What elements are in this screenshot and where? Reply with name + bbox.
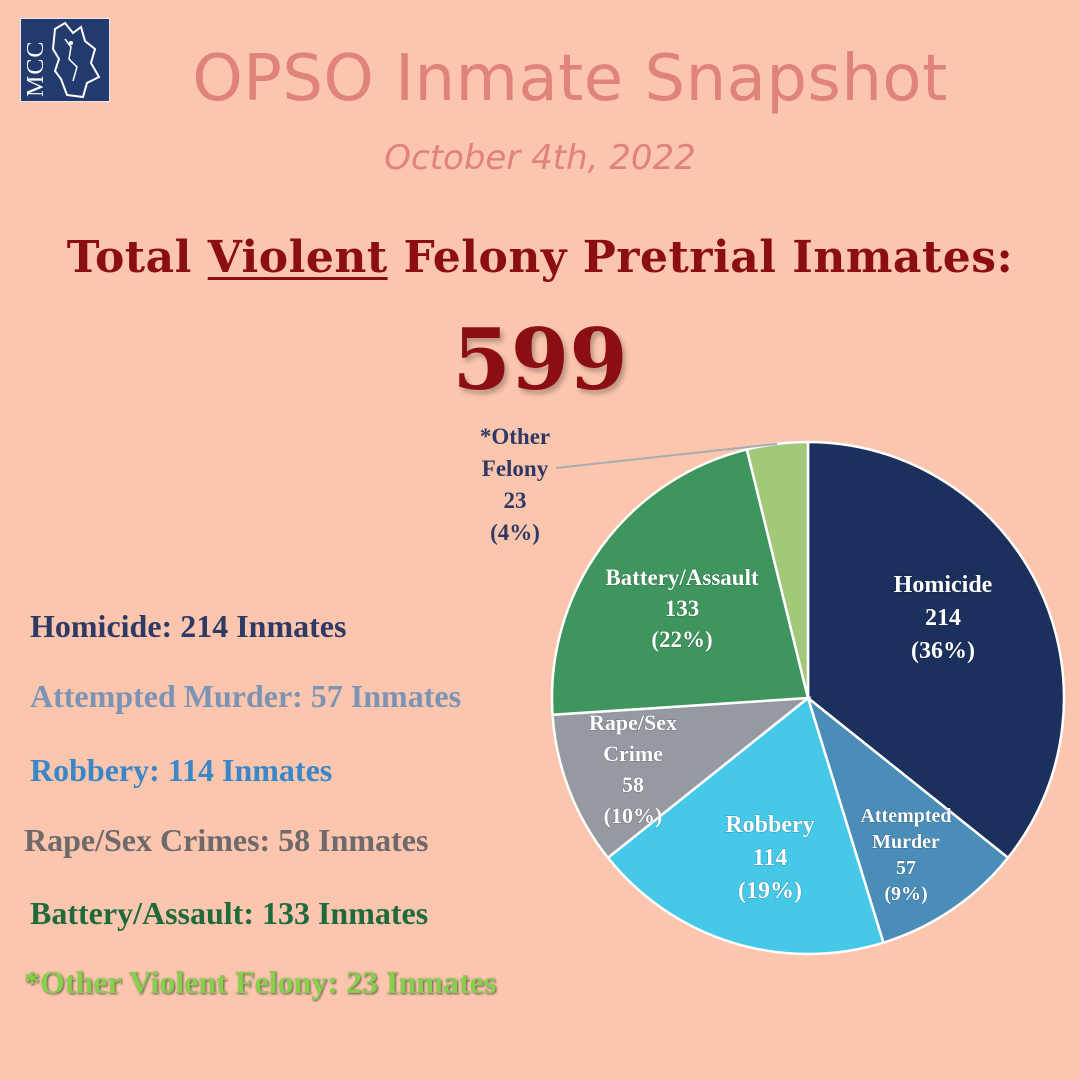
slice-label-other: *Other Felony 23 (4%) [480, 424, 550, 545]
pie-slice-attempted [805, 694, 1010, 945]
snapshot-date: October 4th, 2022 [384, 138, 696, 178]
total-count: 599 [452, 310, 628, 409]
total-heading: Total Violent Felony Pretrial Inmates: [0, 232, 1080, 283]
page-title: OPSO Inmate Snapshot [192, 42, 948, 116]
heading-suffix: Felony Pretrial Inmates: [387, 232, 1014, 283]
mcc-logo: MCC [20, 18, 110, 102]
slice-label-robbery: Robbery 114 (19%) [725, 812, 814, 904]
slice-label-homicide: Homicide 214 (36%) [894, 572, 993, 664]
slice-label-rape-sex: Rape/Sex Crime 58 (10%) [589, 710, 677, 828]
pie-slice-battery-assault [550, 447, 810, 717]
legend-item-attempted-murder: Attempted Murder: 57 Inmates [30, 678, 462, 714]
pie-slice-other [745, 440, 810, 699]
legend-item-other-violent-felony: *Other Violent Felony: 23 Inmates [24, 964, 497, 1000]
legend-item-rape-sex-crimes: Rape/Sex Crimes: 58 Inmates [24, 822, 429, 858]
heading-emphasis: Violent [207, 232, 388, 283]
legend-item-robbery: Robbery: 114 Inmates [30, 752, 333, 788]
svg-text:MCC: MCC [23, 41, 49, 97]
slice-label-attempted: Attempted Murder 57 (9%) [860, 805, 951, 905]
pie-slice-homicide [806, 440, 1066, 860]
legend-item-homicide: Homicide: 214 Inmates [30, 608, 347, 644]
slice-label-battery-assault: Battery/Assault 133 (22%) [605, 565, 759, 652]
pie-slice-robbery [606, 695, 885, 956]
pie-slice-rape-sex [551, 696, 812, 860]
legend-item-battery-assault: Battery/Assault: 133 Inmates [30, 895, 429, 931]
leader-line-other-felony [555, 442, 778, 469]
heading-prefix: Total [66, 232, 208, 283]
